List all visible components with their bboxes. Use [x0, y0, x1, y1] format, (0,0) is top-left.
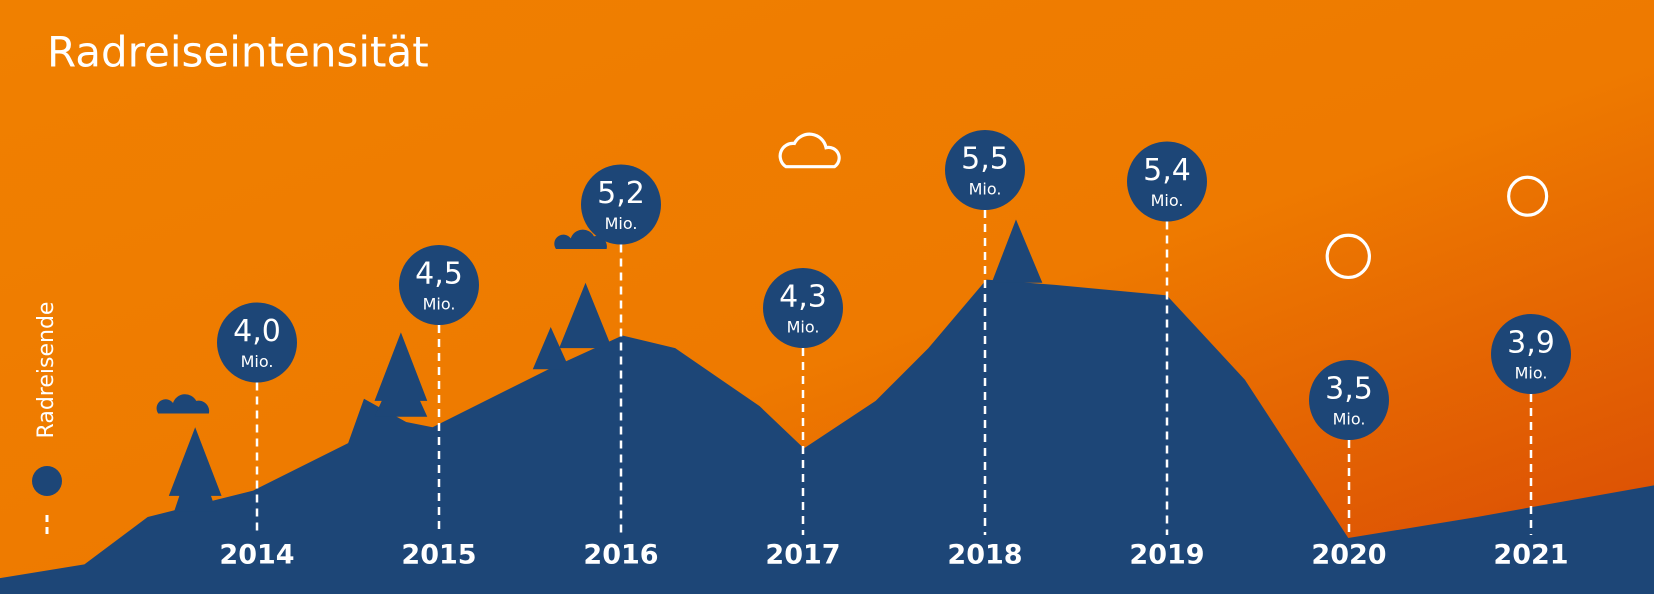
- value-label: 4,3: [779, 280, 827, 315]
- unit-label: Mio.: [423, 295, 456, 314]
- legend-dot: [32, 466, 62, 496]
- x-tick-label: 2016: [583, 540, 658, 571]
- value-bubble: [217, 302, 297, 383]
- value-bubble: [581, 164, 661, 245]
- virus-icons: [1325, 175, 1549, 280]
- value-label: 5,4: [1143, 153, 1191, 188]
- tree: [168, 427, 222, 512]
- x-tick-label: 2018: [947, 540, 1022, 571]
- value-label: 5,2: [597, 176, 645, 211]
- value-label: 4,0: [233, 314, 281, 349]
- unit-label: Mio.: [787, 318, 820, 337]
- chart-title: Radreiseintensität: [47, 28, 429, 77]
- value-bubble: [945, 130, 1025, 210]
- value-bubble: [1491, 314, 1571, 394]
- value-bubble: [1127, 141, 1207, 222]
- tree: [374, 332, 428, 417]
- x-tick-label: 2019: [1129, 540, 1204, 571]
- unit-label: Mio.: [1151, 191, 1184, 210]
- x-tick-label: 2021: [1493, 540, 1568, 571]
- x-tick-label: 2014: [219, 540, 294, 571]
- value-label: 4,5: [415, 257, 463, 292]
- mountain: [0, 279, 1654, 594]
- value-bubble: [399, 245, 479, 325]
- unit-label: Mio.: [605, 214, 638, 233]
- value-label: 3,9: [1507, 326, 1555, 361]
- cloud: [554, 229, 607, 249]
- y-axis-label: Radreisende: [34, 302, 59, 439]
- unit-label: Mio.: [1515, 364, 1548, 383]
- unit-label: Mio.: [969, 180, 1002, 199]
- value-bubble: [763, 268, 843, 348]
- x-tick-label: 2020: [1311, 540, 1386, 571]
- x-tick-label: 2015: [401, 540, 476, 571]
- tree: [991, 219, 1043, 283]
- cloud: [156, 394, 210, 414]
- value-label: 5,5: [961, 142, 1009, 177]
- unit-label: Mio.: [1333, 410, 1366, 429]
- value-bubble: [1309, 360, 1389, 440]
- value-label: 3,5: [1325, 372, 1373, 407]
- tree: [532, 282, 612, 370]
- unit-label: Mio.: [241, 352, 274, 371]
- x-tick-label: 2017: [765, 540, 840, 571]
- landscape: [0, 132, 1654, 594]
- rain-cloud: [778, 132, 841, 169]
